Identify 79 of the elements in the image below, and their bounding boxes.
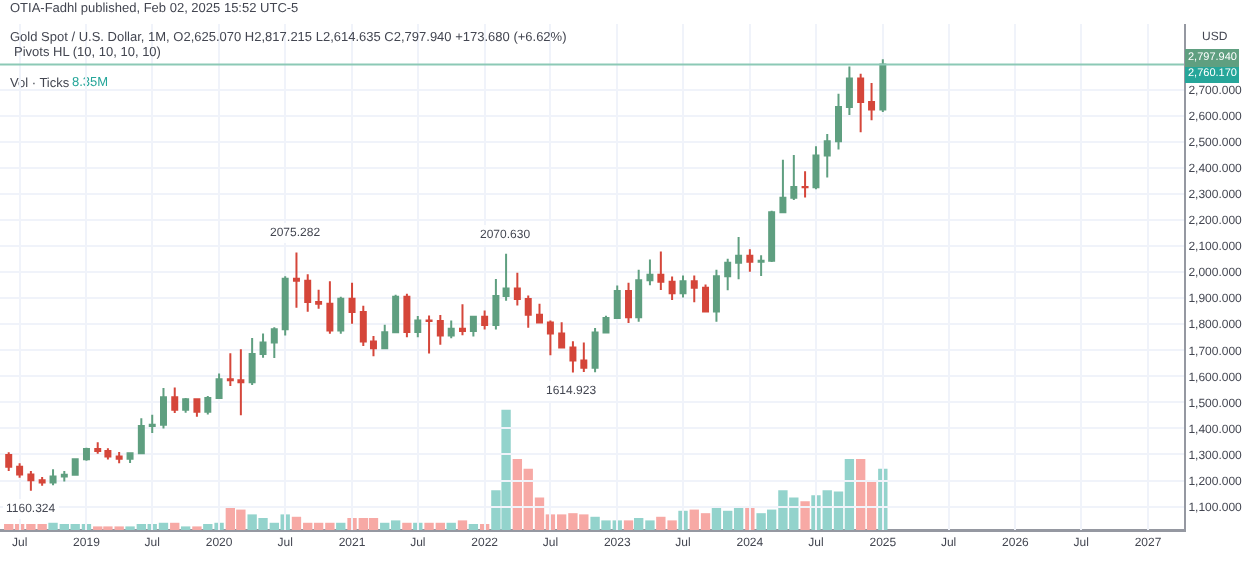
candlestick — [690, 274, 698, 304]
candlestick — [868, 82, 876, 122]
candlestick — [569, 340, 577, 374]
candlestick — [137, 417, 145, 456]
candlestick — [148, 413, 156, 435]
candlestick — [5, 451, 13, 472]
bar — [800, 501, 810, 530]
candlestick — [558, 321, 566, 349]
candlestick — [679, 274, 687, 299]
candlestick — [712, 268, 720, 323]
candlestick — [348, 281, 356, 325]
candlestick — [315, 288, 323, 310]
candlestick — [812, 145, 820, 191]
candlestick — [524, 294, 532, 329]
candlestick — [49, 468, 57, 487]
candlestick — [845, 65, 853, 116]
candlestick — [82, 446, 90, 462]
candlestick — [790, 154, 798, 202]
candlestick — [481, 309, 489, 331]
candlestick — [447, 319, 455, 340]
candlestick — [436, 313, 444, 346]
candlestick — [326, 280, 334, 335]
candlestick — [469, 315, 477, 338]
candlestick — [801, 170, 809, 199]
candlestick — [126, 451, 134, 465]
candlestick — [281, 275, 289, 337]
candlestick — [625, 281, 632, 324]
candlestick — [248, 337, 256, 386]
candlestick — [546, 319, 554, 357]
candlestick — [580, 341, 588, 373]
bar — [170, 522, 180, 530]
candlestick — [735, 236, 743, 281]
candlestick — [60, 469, 68, 483]
candlestick — [591, 326, 599, 374]
bar — [468, 524, 479, 530]
candlestick — [502, 252, 510, 302]
candlestick — [459, 303, 466, 337]
candlestick — [746, 248, 754, 273]
bar — [446, 522, 456, 530]
candlestick — [27, 469, 35, 492]
candlestick — [823, 132, 831, 179]
candlestick — [646, 258, 654, 287]
candlestick — [702, 283, 710, 314]
candlestick — [635, 268, 643, 323]
candlestick — [270, 326, 278, 360]
candlestick — [403, 292, 411, 339]
bar — [336, 522, 346, 530]
candlestick — [182, 396, 190, 414]
candlestick — [38, 475, 46, 487]
candlestick — [779, 158, 787, 214]
candlestick — [536, 302, 543, 324]
candlestick — [71, 457, 79, 477]
candlestick — [215, 372, 223, 399]
candlestick — [160, 387, 167, 430]
candlestick — [392, 293, 400, 335]
candlestick — [259, 332, 267, 359]
candlestick — [835, 92, 842, 151]
candlestick — [115, 450, 123, 465]
candlestick — [414, 314, 422, 339]
bar — [402, 522, 412, 530]
candlestick — [657, 250, 665, 291]
candlestick — [381, 323, 389, 350]
bar — [457, 520, 468, 530]
candlestick — [171, 386, 179, 415]
candlestick — [193, 397, 201, 418]
candlestick — [304, 273, 312, 313]
candlestick — [668, 275, 676, 302]
candlestick — [337, 295, 345, 335]
candlestick — [425, 314, 433, 355]
candlestick — [724, 257, 732, 292]
candlestick — [879, 58, 887, 114]
candlestick — [292, 251, 300, 309]
candlestick — [513, 271, 521, 307]
candlestick — [613, 284, 621, 320]
candlestick — [16, 462, 24, 479]
candlestick — [857, 72, 865, 134]
candlestick — [204, 394, 212, 416]
candlestick — [492, 277, 500, 331]
bar — [623, 520, 634, 530]
